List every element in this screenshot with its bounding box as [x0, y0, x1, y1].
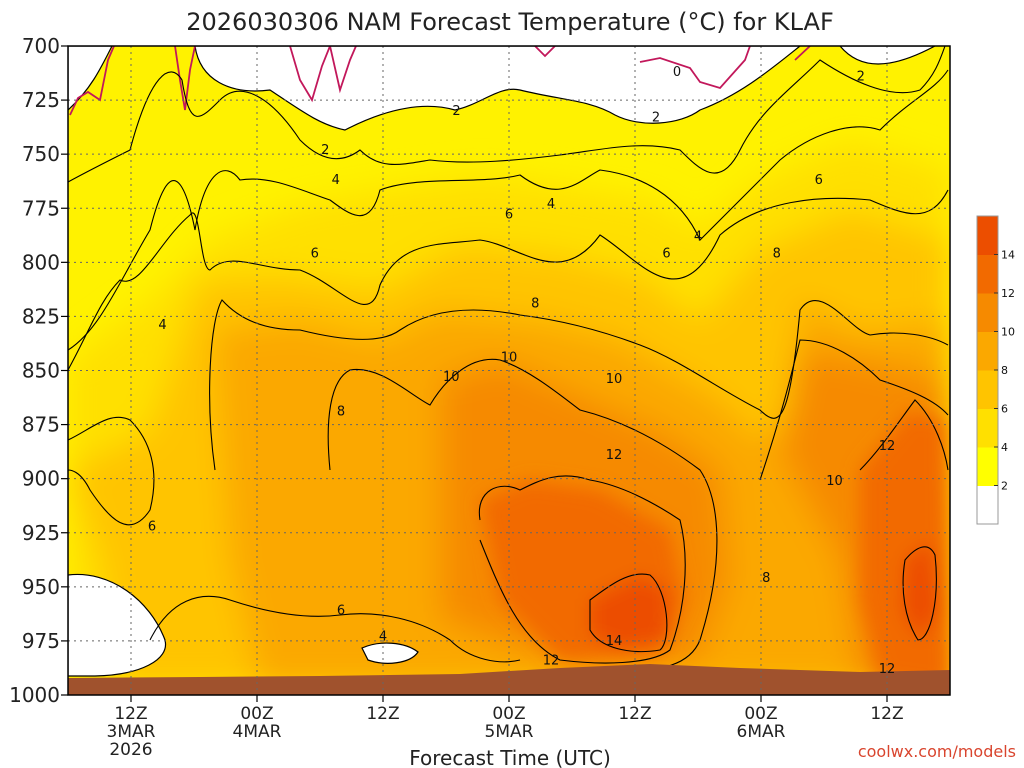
x-tick-label: 4MAR [233, 722, 282, 742]
contour-label: 6 [337, 604, 345, 619]
colorbar-label: 14 [1001, 249, 1015, 262]
x-tick-label: 3MAR [107, 722, 156, 742]
contour-label: 8 [337, 405, 345, 420]
colorbar-swatch [977, 408, 998, 448]
contour-label: 6 [148, 519, 156, 534]
contour-label: 2 [321, 143, 329, 158]
colorbar-swatch [977, 447, 998, 486]
y-tick-label: 775 [22, 196, 60, 220]
y-tick-label: 825 [22, 304, 60, 328]
contour-label: 10 [606, 372, 623, 387]
x-tick-label: 12Z [870, 704, 903, 724]
chart-title: 2026030306 NAM Forecast Temperature (°C)… [186, 8, 834, 36]
contour-label: 0 [673, 65, 681, 80]
y-tick-label: 925 [22, 521, 60, 545]
contour-label: 8 [531, 296, 539, 311]
y-tick-label: 850 [22, 359, 60, 383]
contour-label: 10 [443, 370, 460, 385]
colorbar-swatch [977, 216, 998, 255]
isotherm-4 [68, 69, 949, 351]
x-tick-label: 2026 [109, 740, 152, 760]
contour-label: 10 [501, 351, 518, 366]
y-axis: 700 725 750 775 800 825 850 875 900 925 950 975 1000 [9, 34, 68, 707]
colorbar-swatch [977, 293, 998, 332]
contour-label: 6 [662, 247, 670, 262]
contour-label: 12 [879, 662, 896, 677]
x-tick-label: 6MAR [737, 722, 786, 742]
isotherm-low-bend [149, 595, 521, 663]
y-tick-label: 800 [22, 250, 60, 274]
contour-label: 4 [332, 173, 340, 188]
y-tick-label: 950 [22, 575, 60, 599]
x-tick-label: 00Z [492, 704, 525, 724]
grid-lines [68, 46, 950, 695]
credit-text: coolwx.com/models [858, 742, 1016, 761]
colorbar-label: 6 [1001, 403, 1008, 416]
isotherm-2 [68, 46, 946, 183]
contour-label: 4 [379, 630, 387, 645]
y-tick-label: 1000 [9, 683, 60, 707]
cold-pocket [361, 642, 419, 664]
x-tick-label: 00Z [744, 704, 777, 724]
colorbar-label: 2 [1001, 480, 1008, 493]
contour-label: 4 [547, 197, 555, 212]
contour-label: 12 [879, 439, 896, 454]
colorbar-label: 8 [1001, 364, 1008, 377]
contour-label: 2 [652, 110, 660, 125]
y-tick-label: 725 [22, 88, 60, 112]
isotherm-8 [209, 299, 949, 471]
colorbar-swatch [977, 370, 998, 409]
contour-label: 4 [694, 229, 702, 244]
colorbar-swatch [977, 485, 998, 525]
isotherm-14 [589, 546, 937, 653]
x-tick-label: 12Z [618, 704, 651, 724]
freezing-contour [69, 46, 811, 116]
contour-label: 2 [857, 69, 865, 84]
x-tick-label: 00Z [240, 704, 273, 724]
contour-label: 12 [606, 448, 623, 463]
y-tick-label: 700 [22, 34, 60, 58]
colorbar-label: 12 [1001, 287, 1015, 300]
colorbar-label: 4 [1001, 441, 1008, 454]
ground-surface [68, 664, 950, 695]
contour-label: 6 [505, 208, 513, 223]
x-axis-label: Forecast Time (UTC) [409, 746, 611, 768]
colorbar-swatch [977, 254, 998, 294]
contour-label: 4 [158, 318, 166, 333]
x-tick-label: 12Z [114, 704, 147, 724]
colorbar-label: 10 [1001, 326, 1015, 339]
contour-label: 6 [815, 173, 823, 188]
cold-region-surface [68, 573, 167, 677]
colorbar: 2 4 6 8 10 12 14 [976, 215, 1015, 525]
contour-label: 8 [773, 247, 781, 262]
contour-label: 8 [762, 571, 770, 586]
cold-region-top [68, 46, 936, 131]
contour-label: 6 [311, 247, 319, 262]
isotherm-6 [68, 189, 949, 371]
band-14-plus-east [902, 540, 940, 640]
contour-label: 14 [606, 634, 623, 649]
x-tick-label: 5MAR [485, 722, 534, 742]
y-tick-label: 975 [22, 629, 60, 653]
y-tick-label: 750 [22, 142, 60, 166]
x-tick-label: 12Z [366, 704, 399, 724]
isotherms [68, 46, 949, 671]
isotherm-12 [478, 399, 949, 664]
warm-core-fill [480, 410, 950, 690]
contour-label: 10 [826, 474, 843, 489]
isotherm-6-low [68, 416, 155, 526]
band-14-plus [590, 575, 670, 648]
isotherm-10 [327, 339, 949, 671]
y-tick-label: 900 [22, 467, 60, 491]
colorbar-swatch [977, 331, 998, 371]
contour-label: 12 [543, 653, 560, 668]
y-tick-label: 875 [22, 413, 60, 437]
contour-label: 2 [452, 104, 460, 119]
